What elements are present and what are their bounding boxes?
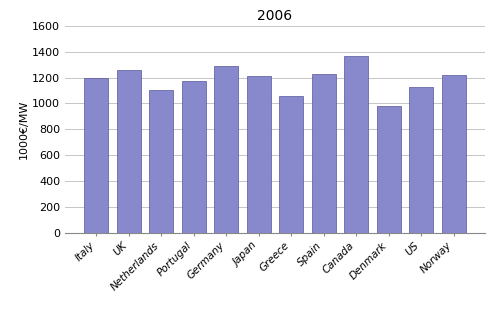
- Bar: [214, 66, 238, 233]
- Bar: [116, 70, 141, 233]
- Y-axis label: 1000€/MW: 1000€/MW: [19, 99, 29, 159]
- Bar: [279, 96, 303, 233]
- Bar: [409, 87, 434, 233]
- Bar: [149, 90, 174, 233]
- Title: 2006: 2006: [258, 9, 292, 23]
- Bar: [442, 75, 466, 233]
- Bar: [84, 78, 108, 233]
- Bar: [344, 56, 368, 233]
- Bar: [182, 81, 206, 233]
- Bar: [312, 74, 336, 233]
- Bar: [246, 76, 271, 233]
- Bar: [376, 106, 401, 233]
